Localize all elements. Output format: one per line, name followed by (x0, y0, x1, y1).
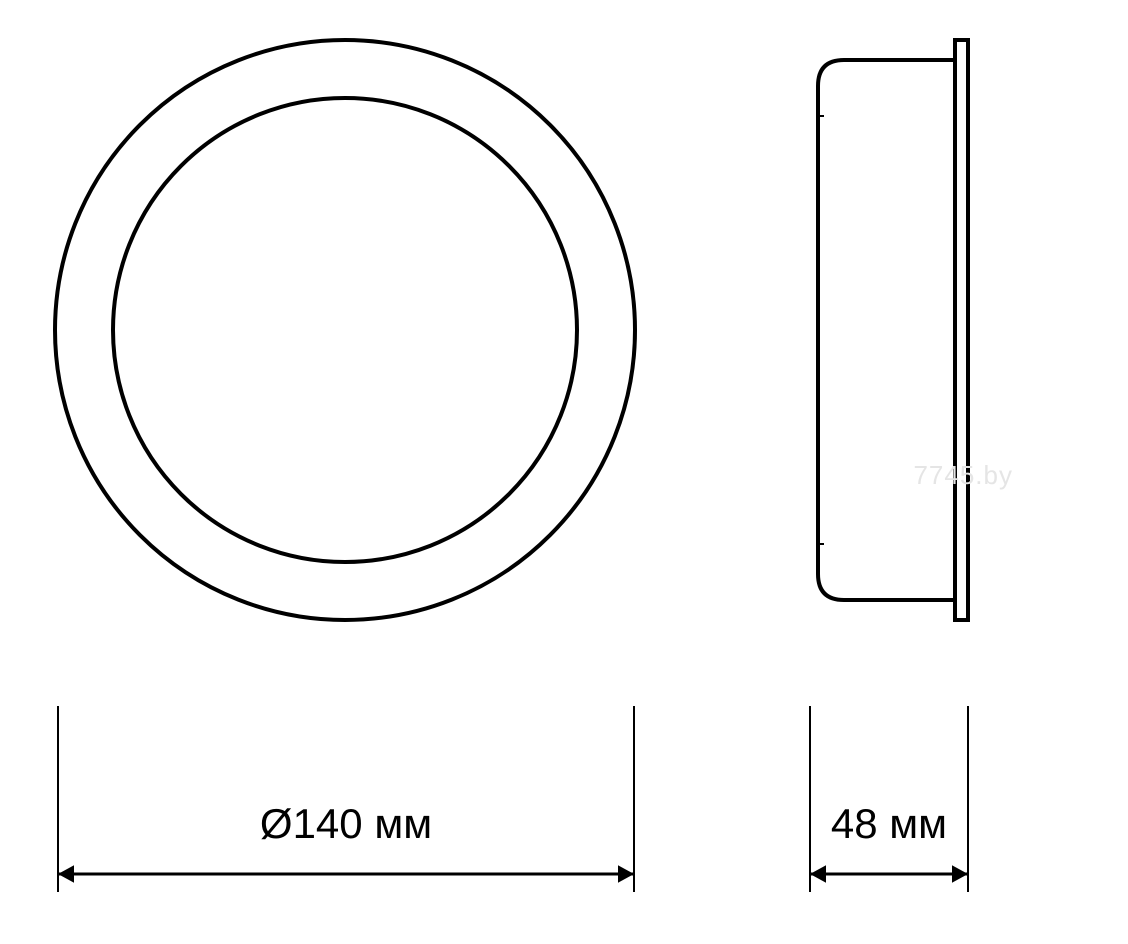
dimension-diameter: Ø140 мм (58, 706, 634, 892)
front-view-outer-circle (55, 40, 635, 620)
side-view-body-outline (818, 60, 955, 600)
front-view-inner-circle (113, 98, 577, 562)
dimension-diameter-arrow-left (58, 865, 74, 883)
side-view-back-plate (955, 40, 968, 620)
dimension-diameter-label: Ø140 мм (260, 800, 432, 847)
dimension-depth: 48 мм (810, 706, 968, 892)
dimension-depth-label: 48 мм (831, 800, 947, 847)
watermark-text: 7745.by (913, 460, 1013, 491)
dimension-diameter-arrow-right (618, 865, 634, 883)
dimension-depth-arrow-left (810, 865, 826, 883)
dimension-depth-arrow-right (952, 865, 968, 883)
